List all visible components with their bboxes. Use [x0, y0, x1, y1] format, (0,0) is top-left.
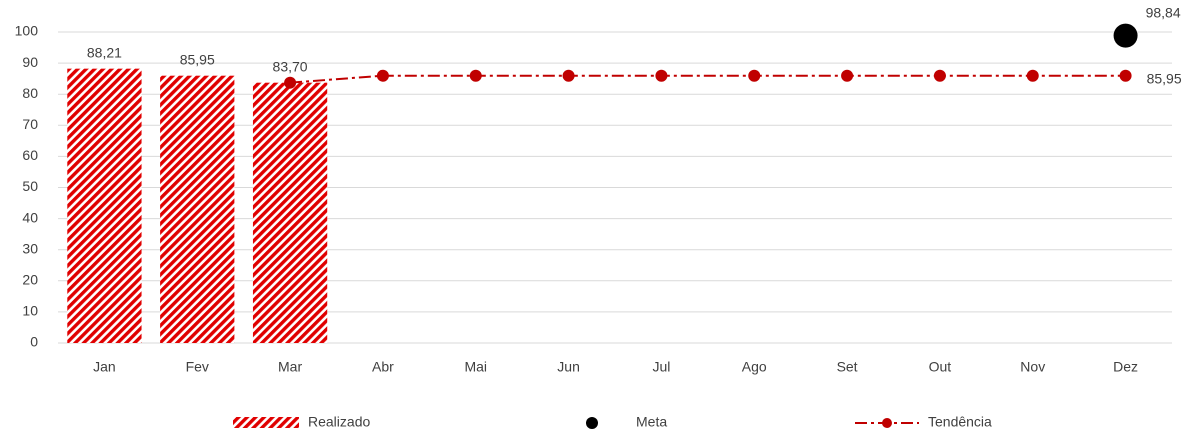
- trend-marker: [655, 69, 668, 82]
- x-tick-label: Dez: [1113, 359, 1138, 375]
- x-tick-label: Jun: [557, 359, 580, 375]
- trend-marker: [748, 69, 761, 82]
- data-label: 98,84: [1146, 4, 1181, 20]
- meta-point: [1113, 23, 1138, 48]
- legend-label: Realizado: [308, 414, 370, 430]
- trend-marker: [1119, 69, 1132, 82]
- trend-marker: [1026, 69, 1039, 82]
- legend-label: Meta: [636, 414, 667, 430]
- trend-marker: [376, 69, 389, 82]
- y-tick-label: 0: [30, 334, 38, 350]
- trend-marker: [841, 69, 854, 82]
- y-tick-label: 40: [22, 209, 38, 225]
- x-tick-label: Ago: [742, 359, 767, 375]
- legend-swatch: [233, 417, 299, 428]
- legend-swatch: [882, 418, 892, 428]
- y-tick-label: 90: [22, 54, 38, 70]
- legend-swatch: [586, 417, 598, 429]
- y-tick-label: 60: [22, 147, 38, 163]
- y-tick-label: 10: [22, 303, 38, 319]
- x-tick-label: Nov: [1020, 359, 1045, 375]
- y-tick-label: 20: [22, 272, 38, 288]
- trend-marker: [933, 69, 946, 82]
- y-tick-label: 50: [22, 178, 38, 194]
- y-tick-label: 80: [22, 85, 38, 101]
- bar: [67, 68, 142, 343]
- bar: [160, 75, 235, 344]
- trend-marker: [284, 76, 297, 89]
- data-label: 83,70: [273, 58, 308, 74]
- data-label: 88,21: [87, 44, 122, 60]
- data-label: 85,95: [1147, 70, 1182, 86]
- y-tick-label: 30: [22, 240, 38, 256]
- trend-line: [290, 74, 1126, 84]
- bar: [252, 82, 328, 344]
- x-tick-label: Fev: [186, 359, 209, 375]
- y-tick-label: 100: [15, 23, 39, 39]
- x-tick-label: Abr: [372, 359, 394, 375]
- legend-label: Tendência: [928, 414, 992, 430]
- data-label: 85,95: [180, 51, 215, 67]
- y-tick-label: 70: [22, 116, 38, 132]
- x-tick-label: Set: [837, 359, 858, 375]
- trend-marker: [562, 69, 575, 82]
- trend-marker: [469, 69, 482, 82]
- x-tick-label: Mar: [278, 359, 302, 375]
- x-tick-label: Jul: [652, 359, 670, 375]
- x-tick-label: Mai: [464, 359, 487, 375]
- x-tick-label: Jan: [93, 359, 116, 375]
- x-tick-label: Out: [929, 359, 952, 375]
